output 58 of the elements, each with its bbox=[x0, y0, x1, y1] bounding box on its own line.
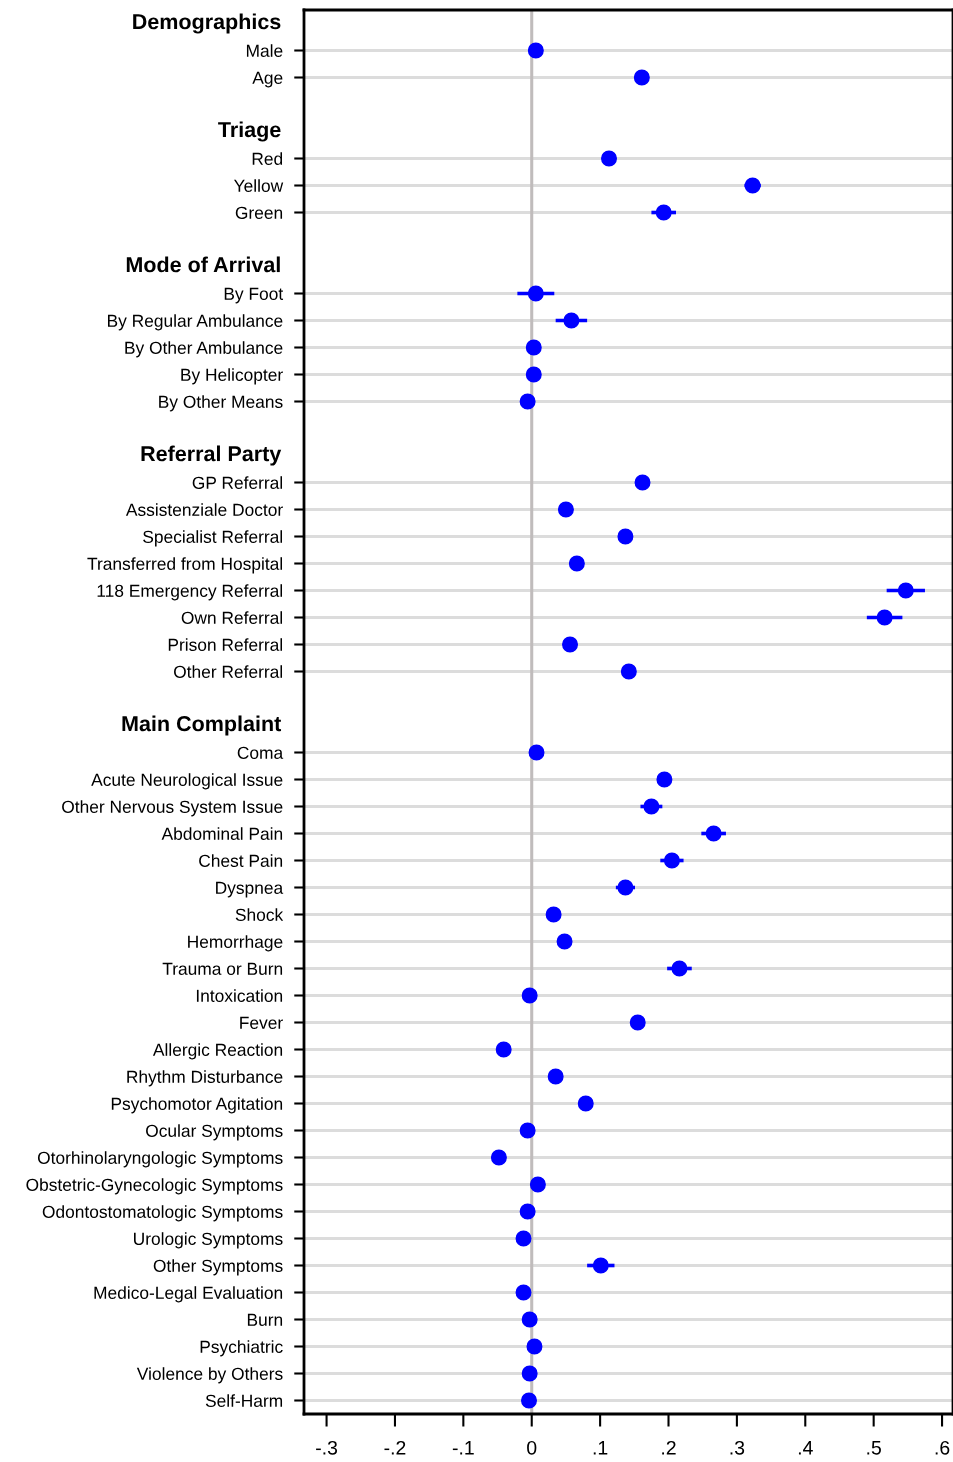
y-tick-label: Demographics bbox=[133, 13, 281, 34]
y-tick-label: Main Complaint bbox=[122, 715, 282, 736]
y-tick-label: Allergic Reaction bbox=[152, 1043, 283, 1060]
y-tick-label: By Foot bbox=[224, 287, 284, 304]
y-tick-label: Own Referral bbox=[181, 611, 283, 624]
x-tick-label: .2 bbox=[662, 1440, 676, 1455]
y-tick-label: Violence by Others bbox=[136, 1367, 283, 1384]
y-tick-label: Shock bbox=[235, 908, 284, 921]
x-tick-label: 0 bbox=[527, 1440, 537, 1455]
y-tick-label: Intoxication bbox=[196, 989, 283, 1002]
y-tick-label: 118 Emergency Referral bbox=[97, 584, 283, 601]
y-tick-label: Urologic Symptoms bbox=[134, 1232, 283, 1249]
x-tick-label: .6 bbox=[935, 1440, 950, 1455]
y-tick-label: Chest Pain bbox=[199, 854, 283, 867]
y-tick-label: Other Referral bbox=[174, 665, 283, 678]
y-tick-label: Rhythm Disturbance bbox=[127, 1070, 283, 1087]
y-tick-label: Ocular Symptoms bbox=[146, 1124, 283, 1141]
y-tick-label: Male bbox=[246, 44, 283, 57]
y-tick-label: Hemorrhage bbox=[188, 935, 283, 952]
y-tick-label: Medico-Legal Evaluation bbox=[94, 1286, 283, 1303]
y-tick-label: Other Symptoms bbox=[153, 1259, 283, 1276]
x-tick-label: .5 bbox=[867, 1441, 881, 1455]
x-tick-label: -.3 bbox=[316, 1440, 338, 1455]
y-tick-label: Fever bbox=[240, 1016, 283, 1029]
y-tick-label: Assistenziale Doctor bbox=[125, 503, 283, 516]
y-tick-label: Odontostomatologic Symptoms bbox=[42, 1205, 283, 1222]
y-tick-label: Yellow bbox=[233, 179, 284, 192]
y-tick-label: Psychomotor Agitation bbox=[111, 1097, 283, 1114]
y-tick-label: Triage bbox=[218, 121, 281, 142]
y-tick-label: Psychiatric bbox=[200, 1340, 283, 1357]
y-tick-label: Burn bbox=[247, 1313, 283, 1326]
y-tick-label: By Helicopter bbox=[181, 368, 283, 385]
y-tick-label: By Other Ambulance bbox=[125, 341, 283, 358]
y-tick-label: Coma bbox=[237, 746, 284, 759]
y-tick-label: Obstetric-Gynecologic Symptoms bbox=[26, 1178, 283, 1195]
y-tick-label: Other Nervous System Issue bbox=[62, 800, 283, 817]
y-tick-label: Red bbox=[252, 152, 283, 165]
y-tick-label: Specialist Referral bbox=[143, 530, 283, 547]
x-tick-label: .3 bbox=[730, 1440, 745, 1455]
y-tick-label: By Other Means bbox=[159, 395, 283, 412]
y-tick-label: Transferred from Hospital bbox=[87, 557, 283, 574]
y-tick-label: Abdominal Pain bbox=[161, 827, 283, 840]
y-tick-label: Green bbox=[235, 206, 283, 219]
y-tick-label: Otorhinolaryngologic Symptoms bbox=[37, 1151, 283, 1168]
x-tick-label: -.2 bbox=[384, 1440, 406, 1455]
y-tick-label: Prison Referral bbox=[168, 638, 283, 651]
y-tick-label: Mode of Arrival bbox=[126, 256, 280, 273]
y-tick-label: Trauma or Burn bbox=[162, 962, 283, 975]
x-tick-label: -.1 bbox=[452, 1441, 474, 1455]
y-tick-label: Referral Party bbox=[141, 445, 282, 466]
y-tick-label: GP Referral bbox=[192, 476, 283, 489]
y-tick-label: Acute Neurological Issue bbox=[91, 773, 283, 790]
y-tick-label: By Regular Ambulance bbox=[107, 314, 283, 331]
y-tick-label: Dyspnea bbox=[216, 881, 284, 898]
y-tick-label: Age bbox=[252, 71, 283, 88]
x-tick-label: .4 bbox=[798, 1441, 813, 1455]
x-tick-label: .1 bbox=[593, 1441, 608, 1455]
y-tick-label: Self-Harm bbox=[205, 1394, 283, 1407]
